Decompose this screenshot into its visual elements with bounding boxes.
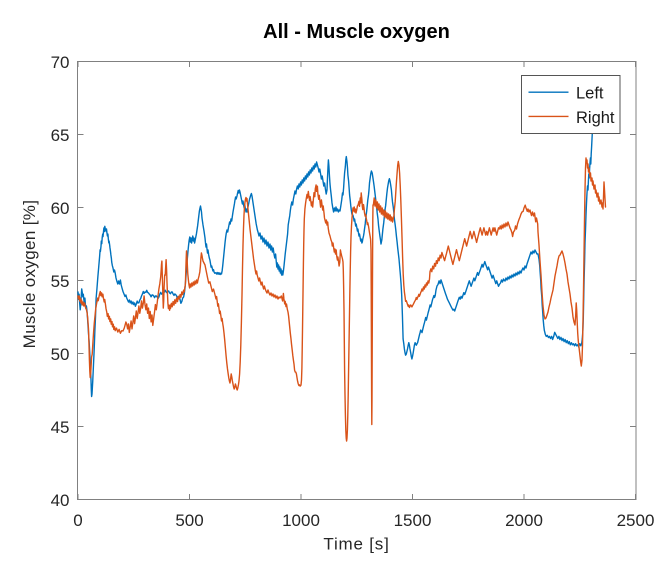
- svg-text:0: 0: [73, 511, 82, 530]
- svg-text:55: 55: [51, 272, 70, 291]
- svg-text:Muscle oxygen [%]: Muscle oxygen [%]: [20, 200, 39, 349]
- svg-text:70: 70: [51, 53, 70, 72]
- svg-text:1500: 1500: [394, 511, 432, 530]
- svg-text:Right: Right: [576, 109, 615, 127]
- svg-text:50: 50: [51, 345, 70, 364]
- svg-text:65: 65: [51, 126, 70, 145]
- svg-text:1000: 1000: [282, 511, 320, 530]
- svg-text:40: 40: [51, 491, 70, 510]
- svg-text:45: 45: [51, 418, 70, 437]
- svg-text:2500: 2500: [617, 511, 655, 530]
- svg-text:2000: 2000: [505, 511, 543, 530]
- svg-text:All - Muscle oxygen: All - Muscle oxygen: [263, 21, 450, 43]
- svg-text:Time [s]: Time [s]: [323, 535, 389, 554]
- svg-text:Left: Left: [576, 85, 604, 103]
- svg-text:500: 500: [175, 511, 203, 530]
- svg-text:60: 60: [51, 199, 70, 218]
